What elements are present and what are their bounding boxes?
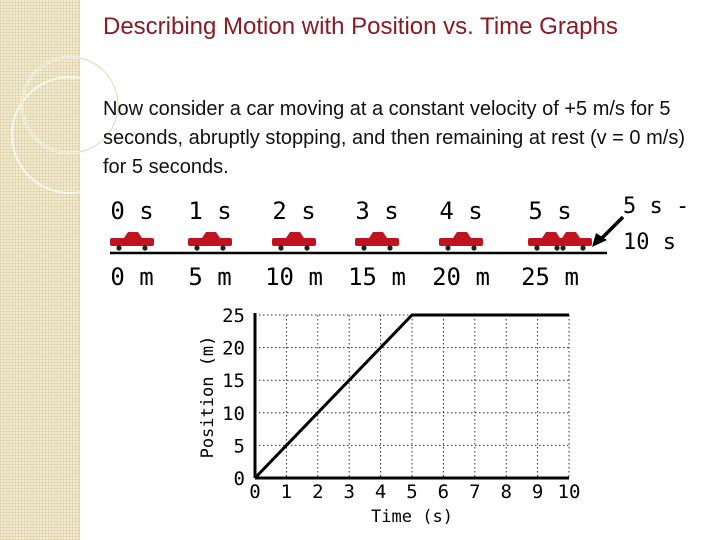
callout-arrow-shaft — [598, 215, 625, 242]
car-icon — [355, 232, 399, 251]
car-icon — [110, 232, 154, 251]
time-label: 5 s — [528, 197, 571, 225]
callout-arrow-icon — [592, 233, 607, 247]
x-tick-label: 5 — [406, 481, 417, 503]
x-tick-label: 8 — [500, 481, 511, 503]
position-label: 10 m — [265, 263, 323, 291]
slide-body-text: Now consider a car moving at a constant … — [103, 98, 685, 178]
position-label: 25 m — [521, 263, 579, 291]
x-axis-label: Time (s) — [371, 507, 453, 527]
x-tick-label: 10 — [558, 481, 581, 503]
position-label: 0 m — [110, 263, 153, 291]
y-tick-label: 15 — [222, 370, 245, 392]
time-label: 4 s — [439, 197, 482, 225]
x-tick-label: 2 — [312, 481, 323, 503]
time-label: 0 s — [110, 197, 153, 225]
y-tick-label: 10 — [222, 403, 245, 425]
gridlines — [255, 314, 570, 478]
y-tick-label: 5 — [234, 435, 245, 457]
callout-line-1: 5 s - — [623, 194, 689, 219]
y-tick-label: 0 — [234, 468, 245, 490]
x-tick-label: 0 — [249, 481, 260, 503]
motion-diagram: 0 s 1 s 2 s 3 s 4 s 5 s 0 m 5 m 10 m 15 m 20 m 25 … — [110, 194, 689, 291]
decorative-side-strip — [0, 0, 80, 540]
y-tick-label: 20 — [222, 338, 245, 360]
series-line — [253, 313, 569, 480]
x-tick-label: 6 — [438, 481, 449, 503]
y-axis-label: Position (m) — [198, 336, 218, 459]
time-label: 3 s — [355, 197, 398, 225]
position-label: 5 m — [188, 263, 231, 291]
time-label: 2 s — [272, 197, 315, 225]
time-label: 1 s — [188, 197, 231, 225]
car-icon — [548, 232, 592, 251]
position-labels: 0 m 5 m 10 m 15 m 20 m 25 m — [110, 263, 579, 291]
x-tick-label: 3 — [343, 481, 354, 503]
x-tick-label: 4 — [375, 481, 386, 503]
decorative-circles — [11, 55, 129, 194]
time-labels: 0 s 1 s 2 s 3 s 4 s 5 s — [110, 197, 571, 225]
y-tick-label: 25 — [222, 305, 245, 327]
callout: 5 s - 10 s — [592, 194, 689, 255]
x-tick-label: 1 — [281, 481, 292, 503]
cars-group — [110, 232, 592, 251]
slide-title: Describing Motion with Position vs. Time… — [103, 13, 618, 40]
car-icon — [272, 232, 316, 251]
x-tick-labels: 0 1 2 3 4 5 6 7 8 9 10 — [249, 481, 580, 503]
position-label: 15 m — [348, 263, 406, 291]
car-icon — [188, 232, 232, 251]
x-tick-label: 7 — [469, 481, 480, 503]
car-icon — [439, 232, 483, 251]
x-tick-label: 9 — [532, 481, 543, 503]
y-tick-labels: 0 5 10 15 20 25 — [222, 305, 245, 490]
callout-line-2: 10 s — [623, 230, 676, 255]
position-label: 20 m — [432, 263, 490, 291]
